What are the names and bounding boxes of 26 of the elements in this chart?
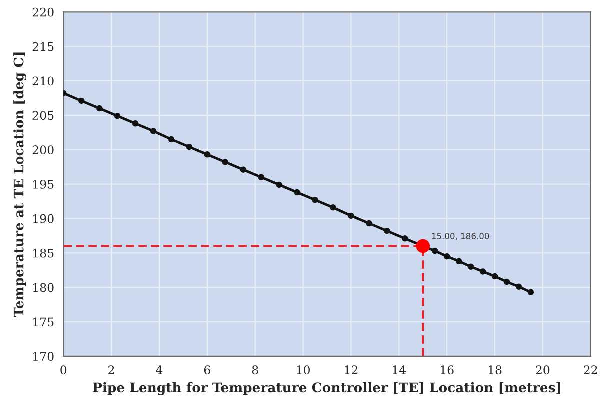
y-tick-label: 170 (34, 352, 54, 362)
x-axis-title: Pipe Length for Temperature Controller [TE] Location [metres] (93, 382, 560, 396)
x-tick-label: 4 (156, 366, 163, 374)
x-tick-label: 2 (108, 366, 114, 374)
y-tick-label: 175 (34, 318, 54, 327)
y-tick-label: 180 (34, 283, 54, 292)
x-tick-label: 22 (584, 366, 598, 374)
y-tick-label: 190 (34, 214, 54, 224)
x-tick-label: 10 (297, 366, 310, 375)
x-tick-label: 18 (488, 366, 502, 375)
annotation: 15.00, 186.00 (432, 233, 490, 240)
y-tick-label: 210 (32, 76, 54, 86)
y-tick-label: 215 (32, 42, 54, 52)
y-tick-label: 185 (34, 248, 54, 258)
x-tick-label: 8 (252, 366, 258, 375)
x-tick-label: 12 (345, 366, 358, 374)
x-tick-label: 20 (536, 366, 550, 375)
x-tick-label: 16 (440, 366, 454, 375)
y-tick-label: 220 (32, 8, 54, 17)
x-tick-label: 0 (60, 366, 67, 375)
y-tick-label: 200 (32, 146, 54, 155)
x-tick-label: 6 (204, 366, 210, 375)
y-tick-label: 205 (32, 111, 54, 120)
y-axis-title: Temperature at TE Location [deg C] (14, 52, 27, 318)
y-tick-label: 195 (34, 180, 54, 189)
x-tick-label: 14 (393, 366, 406, 374)
